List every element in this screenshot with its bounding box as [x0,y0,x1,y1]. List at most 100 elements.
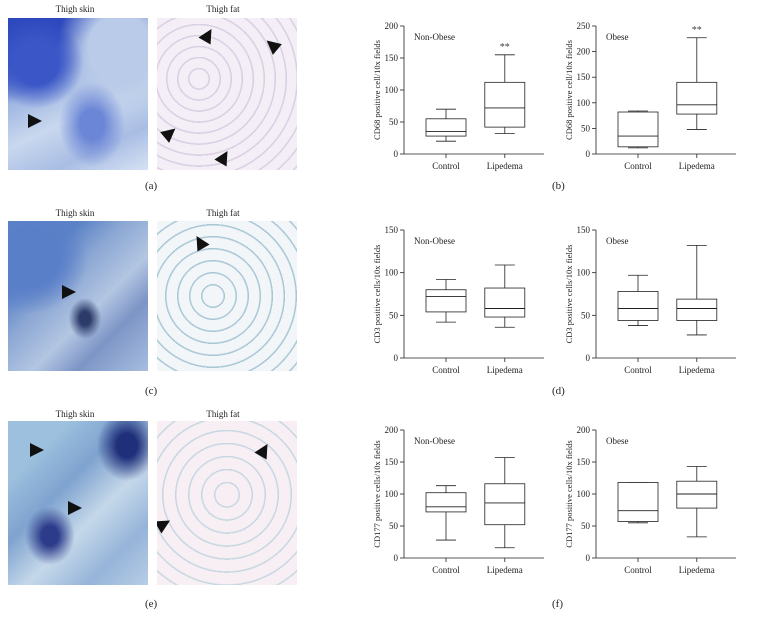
y-tick-label: 100 [577,268,591,278]
y-axis-label: CD3 positive cells/10x fields [372,245,382,344]
arrow-icon [262,35,282,55]
y-tick-label: 50 [581,521,591,531]
y-tick-label: 100 [385,268,399,278]
panel-label-b: (b) [552,180,565,192]
y-axis-label: CD68 positive cell/10x fields [372,40,382,140]
arrow-icon [160,123,180,143]
y-tick-label: 150 [577,225,591,235]
box [676,81,718,115]
chart-subtitle: Non-Obese [414,436,455,446]
y-tick-label: 100 [385,85,399,95]
image-title-fat-e: Thigh fat [206,409,240,419]
chart-subtitle: Obese [606,32,629,42]
box [617,482,659,522]
x-tick-label: Lipedema [487,565,523,575]
y-tick-label: 150 [385,53,399,63]
y-tick-label: 150 [577,72,591,82]
x-tick-label: Control [624,161,652,171]
y-tick-label: 200 [577,425,591,435]
box [425,118,467,137]
panel-label-e: (e) [145,598,158,610]
arrow-icon [28,114,42,128]
arrow-icon [254,440,274,460]
micrograph-fat-e [157,421,297,585]
significance-label: ** [500,42,510,53]
significance-label: ** [692,25,702,36]
y-tick-label: 0 [394,553,399,563]
y-tick-label: 0 [394,149,399,159]
image-title-fat-c: Thigh fat [206,208,240,218]
y-tick-label: 50 [389,117,399,127]
arrow-icon [190,232,210,252]
panel-label-d: (d) [552,385,565,397]
panel-label-a: (a) [145,180,158,192]
micrograph-skin-c [8,221,148,371]
y-tick-label: 100 [577,98,591,108]
y-tick-label: 0 [394,353,399,363]
arrow-icon [62,285,76,299]
x-tick-label: Lipedema [487,161,523,171]
y-tick-label: 200 [577,47,591,57]
x-tick-label: Control [432,365,460,375]
y-axis-label: CD68 positive cell/10x fields [564,40,574,140]
arrow-icon [30,443,44,457]
image-title-skin-e: Thigh skin [55,409,95,419]
box [425,492,467,513]
y-axis-label: CD177 positive cells/10x fields [564,440,574,547]
box [484,483,526,526]
box [484,81,526,128]
chart-subtitle: Non-Obese [414,32,455,42]
y-tick-label: 150 [385,225,399,235]
box [617,111,659,148]
micrograph-skin-a [8,18,148,170]
arrow-icon [198,25,218,45]
y-tick-label: 0 [586,353,591,363]
box [425,289,467,313]
x-tick-label: Control [432,565,460,575]
chart-subtitle: Obese [606,436,629,446]
image-title-fat-a: Thigh fat [206,4,240,14]
image-title-skin-a: Thigh skin [55,4,95,14]
x-tick-label: Control [432,161,460,171]
y-tick-label: 250 [577,21,591,31]
micrograph-fat-c [157,221,297,371]
micrograph-fat-a [157,18,297,170]
x-tick-label: Control [624,565,652,575]
x-tick-label: Lipedema [679,565,715,575]
y-tick-label: 50 [389,521,399,531]
y-axis-label: CD3 positive cells/10x fields [564,245,574,344]
box [617,291,659,321]
y-tick-label: 200 [385,425,399,435]
y-tick-label: 0 [586,149,591,159]
y-axis-label: CD177 positive cells/10x fields [372,440,382,547]
x-tick-label: Lipedema [679,161,715,171]
x-tick-label: Lipedema [679,365,715,375]
y-tick-label: 100 [385,489,399,499]
y-tick-label: 0 [586,553,591,563]
y-tick-label: 50 [581,310,591,320]
arrow-icon [157,514,174,534]
y-tick-label: 200 [385,21,399,31]
image-title-skin-c: Thigh skin [55,208,95,218]
x-tick-label: Control [624,365,652,375]
box [676,480,718,509]
y-tick-label: 150 [385,457,399,467]
panel-label-c: (c) [145,385,158,397]
chart-subtitle: Non-Obese [414,236,455,246]
y-tick-label: 50 [581,123,591,133]
y-tick-label: 50 [389,310,399,320]
micrograph-skin-e [8,421,148,585]
y-tick-label: 150 [577,457,591,467]
y-tick-label: 100 [577,489,591,499]
arrow-icon [68,501,82,515]
chart-subtitle: Obese [606,236,629,246]
panel-label-f: (f) [552,598,563,610]
arrow-icon [214,147,234,167]
box [484,287,526,318]
